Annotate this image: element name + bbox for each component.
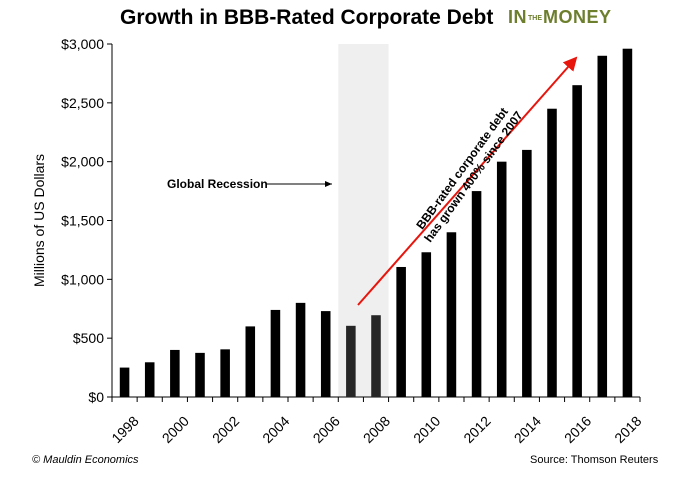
bar-2001 <box>195 352 205 397</box>
bar-1998 <box>119 367 130 397</box>
bar-2008 <box>371 315 381 397</box>
x-tick-label: 2018 <box>611 413 644 446</box>
y-tick-label: $2,000 <box>61 154 104 170</box>
bar-2005 <box>295 302 306 397</box>
logo-part-in: IN <box>508 7 527 27</box>
bar-2012 <box>471 191 482 397</box>
x-tick-label: 2004 <box>259 413 292 446</box>
bar-2007 <box>346 325 356 397</box>
y-axis-title: Millions of US Dollars <box>31 154 47 287</box>
x-tick-label: 2014 <box>511 413 544 446</box>
bar-2006 <box>320 311 331 397</box>
bar-2003 <box>245 326 256 397</box>
bar-2013 <box>496 161 507 397</box>
bar-2018 <box>622 48 633 397</box>
recession-band <box>338 44 389 397</box>
y-tick-label: $1,000 <box>61 271 104 287</box>
x-tick-label: 2016 <box>561 413 594 446</box>
chart-title: Growth in BBB-Rated Corporate Debt <box>120 6 494 29</box>
bar-2016 <box>572 85 582 397</box>
x-tick-label: 2010 <box>410 413 443 446</box>
x-tick-label: 2002 <box>209 413 242 446</box>
y-tick-label: $500 <box>73 330 104 346</box>
x-tick-label: 2008 <box>360 413 393 446</box>
x-tick-label: 2012 <box>460 413 493 446</box>
bar-2015 <box>547 108 557 397</box>
logo-part-the: THE <box>528 14 542 22</box>
bar-1999 <box>144 362 155 397</box>
y-tick-label: $0 <box>88 389 104 405</box>
y-tick-label: $2,500 <box>61 95 104 111</box>
bar-2000 <box>170 349 180 397</box>
y-tick-label: $3,000 <box>61 36 104 52</box>
bar-2002 <box>220 349 230 397</box>
bar-2009 <box>396 266 406 397</box>
global-recession-label: Global Recession <box>167 177 268 191</box>
y-tick-label: $1,500 <box>61 213 104 229</box>
bar-2014 <box>522 149 532 397</box>
x-tick-label: 2000 <box>159 413 192 446</box>
x-tick-label: 2006 <box>310 413 343 446</box>
copyright-note: © Mauldin Economics <box>32 454 139 466</box>
in-the-money-logo: INTHEMONEY <box>508 8 612 28</box>
bar-2004 <box>270 309 281 397</box>
bar-2010 <box>421 252 432 397</box>
bar-2017 <box>597 55 608 398</box>
source-note: Source: Thomson Reuters <box>530 454 659 466</box>
logo-part-money: MONEY <box>543 7 612 27</box>
bar-2011 <box>446 232 457 397</box>
x-tick-label: 1998 <box>108 413 141 446</box>
growth-annotation-line-1: BBB-rated corporate debt <box>413 105 511 232</box>
growth-trend-arrow <box>357 56 578 306</box>
